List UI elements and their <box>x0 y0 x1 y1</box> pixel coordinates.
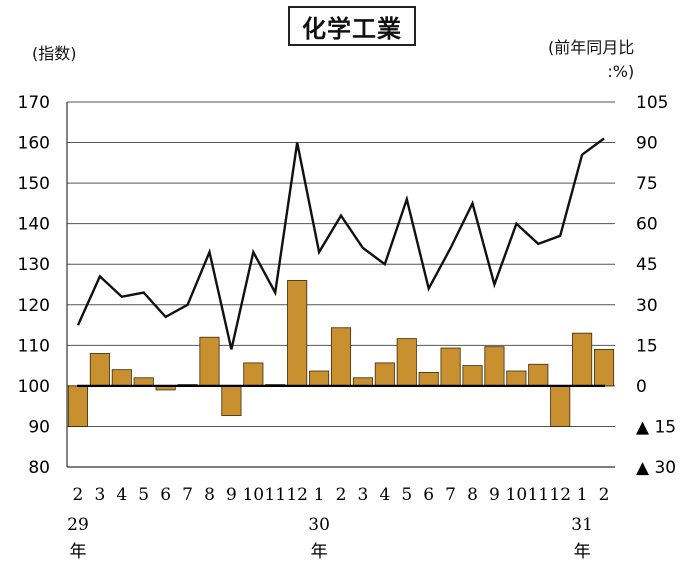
bar <box>418 371 439 387</box>
x-tick-label: 2 <box>73 485 84 505</box>
left-axis-label: (指数) <box>32 44 77 63</box>
bar <box>67 385 89 427</box>
x-tick-label: 7 <box>445 485 456 505</box>
right-axis-label: (前年同月比 :%) <box>548 36 634 84</box>
x-tick-label: 3 <box>358 485 369 505</box>
bar <box>484 346 505 387</box>
x-tick-label: 8 <box>467 485 478 505</box>
bar <box>221 385 242 417</box>
x-tick-label: 10 <box>242 485 264 505</box>
x-tick-label: 11 <box>527 485 549 505</box>
x-tick-label: 1 <box>314 485 325 505</box>
x-tick-label: 1 <box>577 485 588 505</box>
bar-series <box>67 280 615 427</box>
x-tick-label: 9 <box>226 485 237 505</box>
plot-frame <box>66 102 615 468</box>
left-tick-label: 120 <box>18 296 50 316</box>
bar <box>133 377 154 387</box>
bar <box>352 377 373 387</box>
grid-lines <box>67 101 615 468</box>
left-tick-label: 100 <box>18 377 50 397</box>
bar <box>572 332 593 387</box>
bar <box>89 353 110 387</box>
left-tick-label: 90 <box>28 417 50 437</box>
x-tick-label: 10 <box>506 485 528 505</box>
left-tick-label: 170 <box>18 93 50 113</box>
bar <box>462 365 483 387</box>
x-tick-label: 2 <box>336 485 347 505</box>
right-tick-label: ▲ 15 <box>636 417 676 437</box>
right-tick-label: 30 <box>636 296 658 316</box>
bar <box>593 348 615 387</box>
left-tick-label: 160 <box>18 134 50 154</box>
bar <box>550 385 571 427</box>
bar <box>528 363 549 387</box>
right-axis-label-line1: (前年同月比 <box>548 38 635 57</box>
bar <box>330 327 352 387</box>
x-tick-label: 12 <box>286 485 308 505</box>
x-tick-label: 6 <box>423 485 434 505</box>
x-tick-label: 12 <box>549 485 571 505</box>
year-unit-label: 年 <box>69 542 86 562</box>
bar <box>374 362 395 387</box>
bar <box>506 370 527 387</box>
left-tick-label: 80 <box>28 458 50 478</box>
line-series <box>76 137 605 350</box>
x-tick-label: 6 <box>160 485 171 505</box>
left-tick-label: 140 <box>18 215 50 235</box>
right-tick-label: ▲ 30 <box>636 458 676 478</box>
right-axis-ticks: 105 90 75 60 45 30 15 0 ▲ 15 ▲ 30 <box>636 93 676 478</box>
index-line <box>76 137 605 350</box>
right-tick-label: 90 <box>636 134 658 154</box>
x-tick-label: 3 <box>94 485 105 505</box>
left-tick-label: 110 <box>18 336 50 356</box>
x-tick-label: 7 <box>182 485 193 505</box>
left-tick-label: 130 <box>18 255 50 275</box>
year-label: 29 <box>67 515 89 535</box>
bar <box>396 338 417 387</box>
bar <box>440 347 461 387</box>
right-tick-label: 15 <box>636 336 658 356</box>
x-tick-label: 5 <box>401 485 412 505</box>
x-tick-label: 4 <box>379 485 390 505</box>
year-unit-label: 年 <box>311 542 328 562</box>
x-tick-label: 8 <box>204 485 215 505</box>
right-axis-label-line2: :%) <box>607 62 635 81</box>
bar <box>309 370 330 387</box>
bar <box>111 369 132 387</box>
x-tick-label: 4 <box>116 485 127 505</box>
bar <box>199 336 220 387</box>
x-tick-label: 2 <box>599 485 610 505</box>
left-axis-ticks: 170 160 150 140 130 120 110 100 90 80 <box>18 93 50 478</box>
right-tick-label: 105 <box>636 93 668 113</box>
right-tick-label: 60 <box>636 215 658 235</box>
bar <box>243 362 264 387</box>
chart-title: 化学工業 <box>288 6 416 46</box>
left-tick-label: 150 <box>18 174 50 194</box>
year-label: 31 <box>571 515 593 535</box>
x-tick-label: 11 <box>264 485 286 505</box>
bar <box>287 280 308 387</box>
right-tick-label: 0 <box>636 377 647 397</box>
right-tick-label: 45 <box>636 255 658 275</box>
x-tick-label: 9 <box>489 485 500 505</box>
right-tick-label: 75 <box>636 174 658 194</box>
year-unit-label: 年 <box>574 542 591 562</box>
x-tick-label: 5 <box>138 485 149 505</box>
year-label: 30 <box>308 515 330 535</box>
